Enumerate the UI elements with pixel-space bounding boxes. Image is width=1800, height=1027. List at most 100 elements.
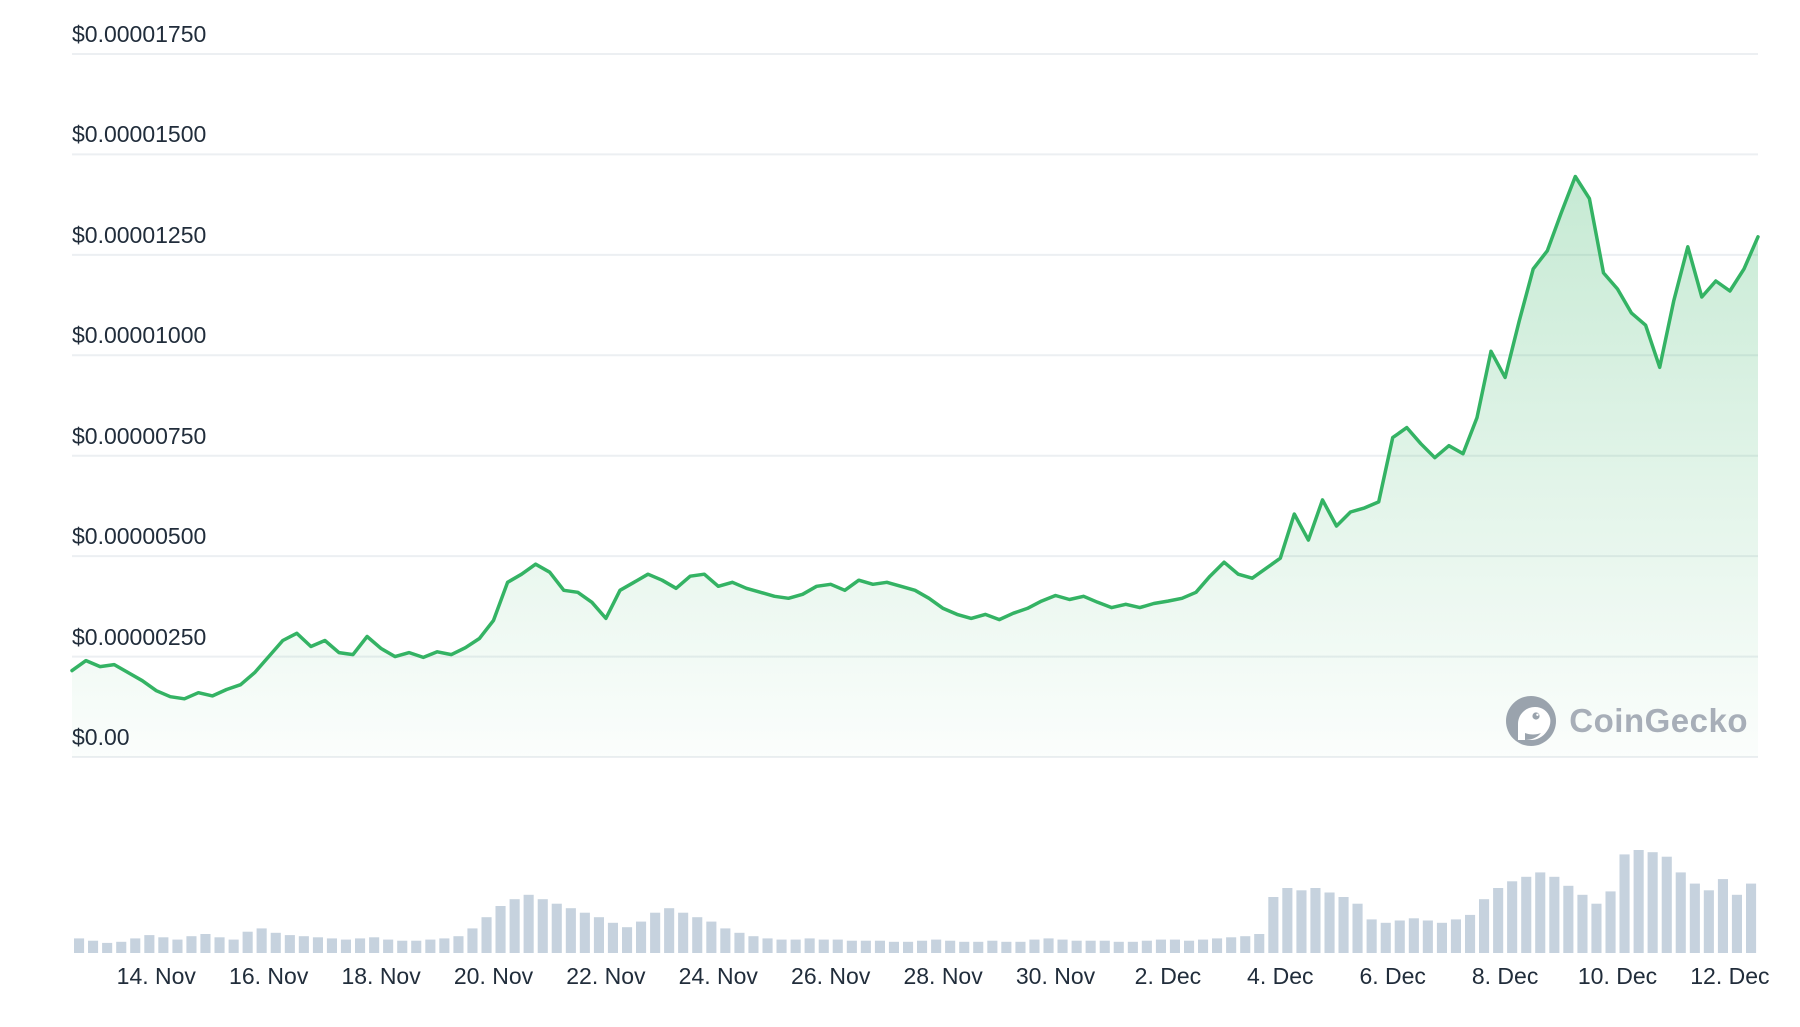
volume-bar <box>369 937 380 953</box>
volume-bar <box>102 942 113 953</box>
volume-bar <box>116 941 127 953</box>
volume-bar <box>1324 892 1335 953</box>
volume-bar <box>200 934 211 953</box>
volume-bar <box>158 937 169 953</box>
volume-bar <box>1282 888 1293 953</box>
volume-bar <box>397 940 408 953</box>
volume-bar <box>987 940 998 953</box>
volume-bar <box>1549 876 1560 953</box>
volume-bar <box>917 940 928 953</box>
volume-bar <box>1268 897 1279 953</box>
volume-bar <box>1015 941 1026 953</box>
volume-bar <box>172 939 183 953</box>
volume-bar <box>888 941 899 953</box>
volume-bar <box>593 917 604 953</box>
price-line <box>70 174 1760 701</box>
volume-bar <box>383 939 394 953</box>
volume-bar <box>1184 940 1195 953</box>
coingecko-watermark: CoinGecko <box>1505 695 1748 747</box>
volume-bar <box>579 912 590 953</box>
volume-bar <box>1493 888 1504 953</box>
volume-bar <box>1717 879 1728 953</box>
volume-bar <box>551 903 562 953</box>
volume-bar <box>284 935 295 953</box>
volume-bar <box>186 936 197 953</box>
volume-bar <box>439 938 450 953</box>
volume-bar <box>565 908 576 953</box>
volume-bar <box>355 938 366 953</box>
volume-bar <box>537 899 548 953</box>
volume-bar <box>1198 939 1209 953</box>
volume-bar <box>1240 936 1251 953</box>
volume-bar <box>340 939 351 953</box>
volume-bar <box>1029 939 1040 953</box>
volume-bar <box>1099 940 1110 953</box>
volume-bar <box>734 932 745 953</box>
volume-bar <box>1155 939 1166 953</box>
coingecko-logo-icon <box>1506 696 1557 746</box>
volume-bar <box>622 927 633 953</box>
volume-bar <box>1408 918 1419 953</box>
volume-bar <box>1380 922 1391 953</box>
volume-bar <box>1352 903 1363 953</box>
volume-bar <box>509 899 520 953</box>
volume-bar <box>1127 941 1138 953</box>
volume-bar <box>1633 850 1644 953</box>
volume-bar <box>1169 939 1180 953</box>
volume-bar <box>1703 890 1714 953</box>
volume-bar <box>1689 883 1700 953</box>
price-area-fill <box>72 176 1758 757</box>
volume-bar <box>214 937 225 953</box>
volume-bar <box>1338 897 1349 953</box>
volume-bar <box>903 941 914 953</box>
volume-bar <box>860 940 871 953</box>
volume-bar <box>1226 937 1237 953</box>
volume-bar <box>1394 920 1405 953</box>
volume-bar <box>1254 934 1265 953</box>
volume-bar <box>1141 940 1152 953</box>
volume-bar <box>411 940 422 953</box>
volume-bar <box>425 939 436 953</box>
volume-bar <box>706 921 717 953</box>
volume-bar <box>298 936 309 953</box>
volume-bar <box>130 938 141 953</box>
volume-bar <box>523 894 534 953</box>
volume-bar <box>228 939 239 953</box>
volume-bar <box>1619 854 1630 953</box>
volume-bar <box>945 940 956 953</box>
volume-bar <box>874 940 885 953</box>
volume-bar <box>776 939 787 953</box>
volume-bar <box>453 936 464 953</box>
volume-bar <box>973 941 984 953</box>
volume-bar <box>1085 940 1096 953</box>
volume-bar <box>931 939 942 953</box>
volume-bar <box>1043 938 1054 953</box>
volume-bar <box>242 931 253 953</box>
volume-bars-layer <box>74 850 1757 953</box>
volume-bar <box>1366 919 1377 953</box>
volume-bar <box>607 922 618 953</box>
volume-bar <box>832 939 843 953</box>
watermark-text: CoinGecko <box>1569 702 1748 739</box>
volume-bar <box>326 938 337 953</box>
volume-bar <box>1731 894 1742 953</box>
volume-bar <box>959 941 970 953</box>
volume-bar <box>664 908 675 953</box>
volume-bar <box>1535 872 1546 953</box>
volume-bar <box>1465 914 1476 953</box>
volume-bar <box>636 921 647 953</box>
volume-bar <box>1521 876 1532 953</box>
volume-bar <box>846 940 857 953</box>
volume-bar <box>818 939 829 953</box>
volume-bar <box>692 917 703 953</box>
volume-bar <box>1661 856 1672 953</box>
volume-bar <box>1591 903 1602 953</box>
volume-bar <box>270 932 281 953</box>
volume-bar <box>1507 881 1518 953</box>
volume-bar <box>495 906 506 953</box>
volume-bar <box>144 935 155 953</box>
volume-bar <box>790 939 801 953</box>
volume-bar <box>762 938 773 953</box>
